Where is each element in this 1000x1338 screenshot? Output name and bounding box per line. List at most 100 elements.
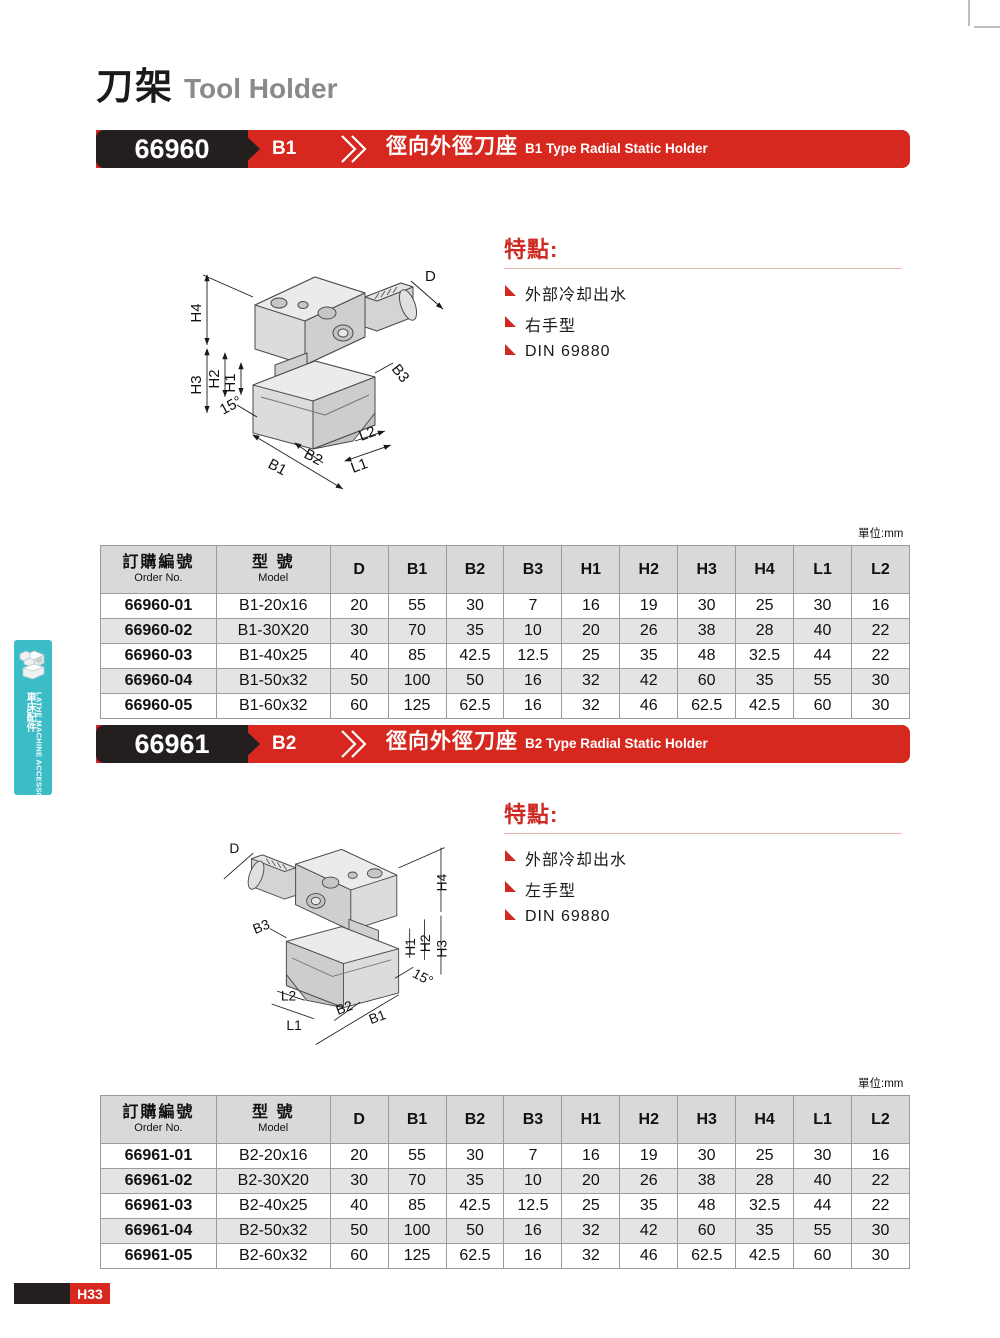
cell-b2: 50 <box>445 668 505 694</box>
cell-b2: 50 <box>445 1218 505 1244</box>
side-tab-label-cn: 車床配件 <box>24 692 36 732</box>
features-list: 外部冷却出水 右手型 DIN 69880 <box>504 281 904 361</box>
dim-label-angle: 15° <box>410 966 435 989</box>
cell-order-no: 66961-03 <box>100 1193 217 1219</box>
col-header-cn: 訂購編號 <box>122 553 195 571</box>
col-header-model: 型 號 Model <box>215 1095 331 1144</box>
features-divider <box>504 268 902 269</box>
feature-label: DIN 69880 <box>525 343 611 360</box>
cell-b1: 55 <box>387 1143 447 1169</box>
cell-h1: 16 <box>561 1143 621 1169</box>
banner-name-en: B1 Type Radial Static Holder <box>525 141 708 156</box>
cell-h2: 35 <box>619 1193 679 1219</box>
dim-label-angle: 15° <box>217 393 245 419</box>
chevron-right-icon <box>340 730 374 763</box>
cell-h1: 25 <box>561 1193 621 1219</box>
unit-note-66961: 單位:mm <box>858 1078 904 1090</box>
cell-d: 30 <box>329 1168 389 1194</box>
cell-b3: 7 <box>503 1143 563 1169</box>
cell-l1: 30 <box>793 1143 852 1169</box>
col-header-b1: B1 <box>387 1095 447 1144</box>
col-header-b2: B2 <box>445 1095 505 1144</box>
page-title-cn: 刀架 <box>96 66 174 107</box>
side-tab-lathe-machine-accessories[interactable]: 車床配件 LATHE MACHINE ACCESSORIES <box>14 640 52 795</box>
cell-h3: 62.5 <box>677 1243 737 1269</box>
cell-h4: 32.5 <box>735 643 795 669</box>
col-header-h3: H3 <box>677 545 737 594</box>
dim-label-h3: H3 <box>188 375 205 394</box>
page-footer: H33 <box>14 1283 110 1304</box>
cell-h3: 38 <box>677 1168 737 1194</box>
table-row: 66961-01 B2-20x16 20 55 30 7 16 19 30 25… <box>100 1143 911 1169</box>
dim-label-b3: B3 <box>388 361 413 386</box>
cell-h2: 42 <box>619 1218 679 1244</box>
table-row: 66961-04 B2-50x32 50 100 50 16 32 42 60 … <box>100 1218 911 1244</box>
banner-name-cn: 徑向外徑刀座 <box>386 730 518 753</box>
cell-l1: 44 <box>793 643 852 669</box>
page-title: 刀架 Tool Holder <box>96 68 337 105</box>
cell-h2: 26 <box>619 1168 679 1194</box>
dim-label-d: D <box>229 841 239 856</box>
triangle-bullet-icon <box>504 343 517 361</box>
col-header-order-no: 訂購編號 Order No. <box>100 1095 217 1144</box>
cell-h2: 19 <box>619 1143 679 1169</box>
col-header-d: D <box>329 545 389 594</box>
cell-b3: 12.5 <box>503 1193 563 1219</box>
cell-d: 40 <box>329 1193 389 1219</box>
cell-h3: 62.5 <box>677 693 737 719</box>
feature-item: 外部冷却出水 <box>504 846 904 870</box>
table-row: 66960-05 B1-60x32 60 125 62.5 16 32 46 6… <box>100 693 911 719</box>
col-header-h2: H2 <box>619 545 679 594</box>
spec-table-66960: 訂購編號 Order No. 型 號 Model D B1 B2 B3 H1 H… <box>100 545 911 719</box>
cell-l1: 60 <box>793 693 852 719</box>
cell-h4: 32.5 <box>735 1193 795 1219</box>
cell-l1: 40 <box>793 1168 852 1194</box>
cell-h2: 46 <box>619 693 679 719</box>
cell-b3: 16 <box>503 1218 563 1244</box>
cell-h1: 32 <box>561 1243 621 1269</box>
cell-order-no: 66961-01 <box>100 1143 217 1169</box>
cell-b1: 100 <box>387 1218 447 1244</box>
cell-h2: 46 <box>619 1243 679 1269</box>
cell-h3: 60 <box>677 668 737 694</box>
feature-item: DIN 69880 <box>504 908 904 926</box>
side-tab-text: 車床配件 LATHE MACHINE ACCESSORIES <box>14 692 52 795</box>
dim-label-h2: H2 <box>418 934 433 952</box>
chevron-right-icon <box>340 135 374 168</box>
crop-mark-horizontal <box>974 26 1000 28</box>
cell-l2: 30 <box>850 693 911 719</box>
cell-h4: 28 <box>735 618 795 644</box>
cell-model: B1-50x32 <box>215 668 331 694</box>
cell-b3: 16 <box>503 668 563 694</box>
col-header-b1: B1 <box>387 545 447 594</box>
cell-model: B2-20x16 <box>215 1143 331 1169</box>
cell-model: B2-50x32 <box>215 1218 331 1244</box>
col-header-en: Order No. <box>134 572 183 585</box>
cell-l1: 55 <box>793 668 852 694</box>
cell-d: 60 <box>329 1243 389 1269</box>
cell-l1: 60 <box>793 1243 852 1269</box>
col-header-h4: H4 <box>735 1095 795 1144</box>
cell-d: 50 <box>329 668 389 694</box>
unit-note-66960: 單位:mm <box>858 528 904 540</box>
cell-model: B1-20x16 <box>215 593 331 619</box>
tool-holder-icon <box>18 646 48 685</box>
cell-h4: 25 <box>735 1143 795 1169</box>
banner-name-cn: 徑向外徑刀座 <box>386 135 518 158</box>
cell-b1: 70 <box>387 1168 447 1194</box>
dim-label-d: D <box>425 268 436 285</box>
col-header-cn: 型 號 <box>252 553 295 571</box>
cell-model: B1-30X20 <box>215 618 331 644</box>
cell-l2: 22 <box>850 1168 911 1194</box>
cell-h1: 25 <box>561 643 621 669</box>
col-header-l2: L2 <box>850 545 911 594</box>
cell-b2: 30 <box>445 1143 505 1169</box>
cell-order-no: 66960-05 <box>100 693 217 719</box>
dim-label-h4: H4 <box>188 303 205 322</box>
col-header-model: 型 號 Model <box>215 545 331 594</box>
cell-l1: 55 <box>793 1218 852 1244</box>
banner-type-b1: B1 <box>272 138 297 159</box>
cell-h4: 42.5 <box>735 1243 795 1269</box>
dim-label-b1: B1 <box>367 1007 388 1027</box>
dim-label-b2: B2 <box>334 998 355 1018</box>
